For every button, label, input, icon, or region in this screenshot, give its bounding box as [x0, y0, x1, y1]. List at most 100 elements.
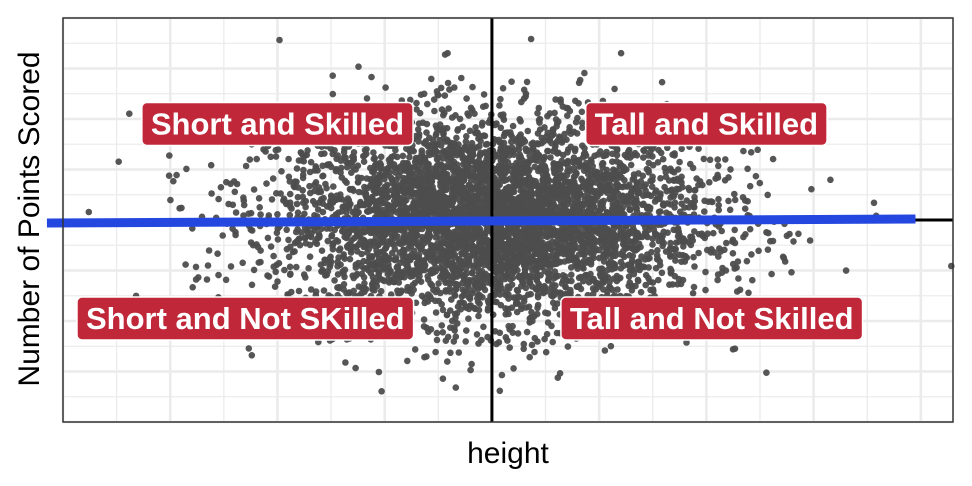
data-point: [427, 267, 434, 275]
data-point: [274, 278, 281, 285]
data-point: [263, 180, 270, 187]
data-point: [616, 250, 624, 258]
data-point: [523, 328, 531, 336]
data-point: [409, 272, 417, 280]
data-point: [444, 79, 452, 87]
data-point: [422, 203, 430, 210]
data-point: [645, 264, 652, 271]
data-point: [734, 258, 742, 265]
data-point: [355, 283, 363, 290]
data-point: [574, 227, 581, 235]
data-point: [398, 181, 405, 188]
data-point: [469, 83, 476, 91]
data-point: [504, 189, 512, 196]
data-point: [714, 171, 721, 179]
data-point: [176, 205, 183, 212]
data-point: [500, 116, 508, 123]
data-point: [625, 282, 632, 290]
data-point: [454, 320, 461, 327]
data-point: [341, 177, 349, 185]
data-point: [272, 153, 280, 160]
data-point: [557, 174, 564, 182]
data-point: [360, 274, 368, 281]
data-point: [463, 133, 470, 140]
data-point: [710, 229, 717, 237]
data-point: [554, 300, 561, 307]
data-point: [433, 336, 441, 344]
data-point: [438, 322, 446, 329]
data-point: [427, 144, 434, 151]
data-point: [278, 168, 285, 175]
data-point: [306, 182, 313, 190]
data-point: [623, 166, 630, 173]
data-point: [277, 190, 284, 197]
data-point: [722, 156, 729, 163]
data-point: [617, 228, 624, 235]
data-point: [248, 281, 256, 289]
data-point: [363, 95, 371, 102]
data-point: [731, 345, 739, 353]
data-point: [589, 276, 596, 284]
data-point: [448, 296, 455, 303]
data-point: [361, 284, 368, 292]
data-point: [672, 245, 679, 253]
data-point: [698, 230, 706, 237]
data-point: [439, 329, 447, 336]
data-point: [617, 49, 625, 57]
data-point: [423, 129, 430, 136]
data-point: [411, 346, 419, 353]
data-point: [439, 375, 447, 383]
data-point: [361, 280, 368, 287]
data-point: [381, 230, 388, 238]
data-point: [229, 201, 237, 209]
data-point: [733, 288, 741, 295]
data-point: [312, 238, 319, 246]
data-point: [723, 239, 730, 247]
data-point: [192, 276, 200, 283]
data-point: [658, 78, 666, 86]
data-point: [579, 124, 586, 131]
data-point: [318, 247, 326, 254]
data-point: [484, 307, 492, 314]
data-point: [610, 275, 618, 283]
data-point: [444, 279, 451, 286]
data-point: [425, 169, 433, 177]
data-point: [549, 338, 556, 346]
data-point: [667, 265, 674, 273]
data-point: [559, 223, 566, 231]
data-point: [638, 253, 645, 260]
data-point: [660, 239, 667, 247]
data-point: [231, 188, 239, 196]
data-point: [763, 229, 770, 236]
data-point: [548, 322, 555, 330]
data-point: [299, 193, 307, 201]
data-point: [572, 97, 579, 105]
data-point: [444, 230, 452, 237]
data-point: [727, 166, 734, 173]
data-point: [506, 247, 513, 255]
data-point: [256, 204, 264, 211]
data-point: [375, 368, 383, 376]
data-point: [715, 201, 722, 209]
data-point: [342, 154, 349, 161]
data-point: [527, 290, 534, 298]
data-point: [436, 255, 444, 263]
data-point: [329, 199, 337, 206]
data-point: [421, 353, 428, 361]
data-point: [294, 193, 302, 201]
data-point: [472, 173, 479, 180]
data-point: [539, 175, 547, 183]
data-point: [524, 127, 532, 135]
data-point: [344, 195, 352, 202]
data-point: [504, 283, 512, 291]
data-point: [319, 172, 327, 180]
data-point: [465, 315, 472, 323]
data-point: [456, 299, 464, 307]
data-point: [438, 301, 446, 308]
data-point: [448, 252, 455, 260]
data-point: [708, 246, 715, 253]
data-point: [764, 246, 772, 253]
data-point: [514, 287, 522, 295]
data-point: [534, 151, 542, 158]
data-point: [443, 311, 451, 319]
